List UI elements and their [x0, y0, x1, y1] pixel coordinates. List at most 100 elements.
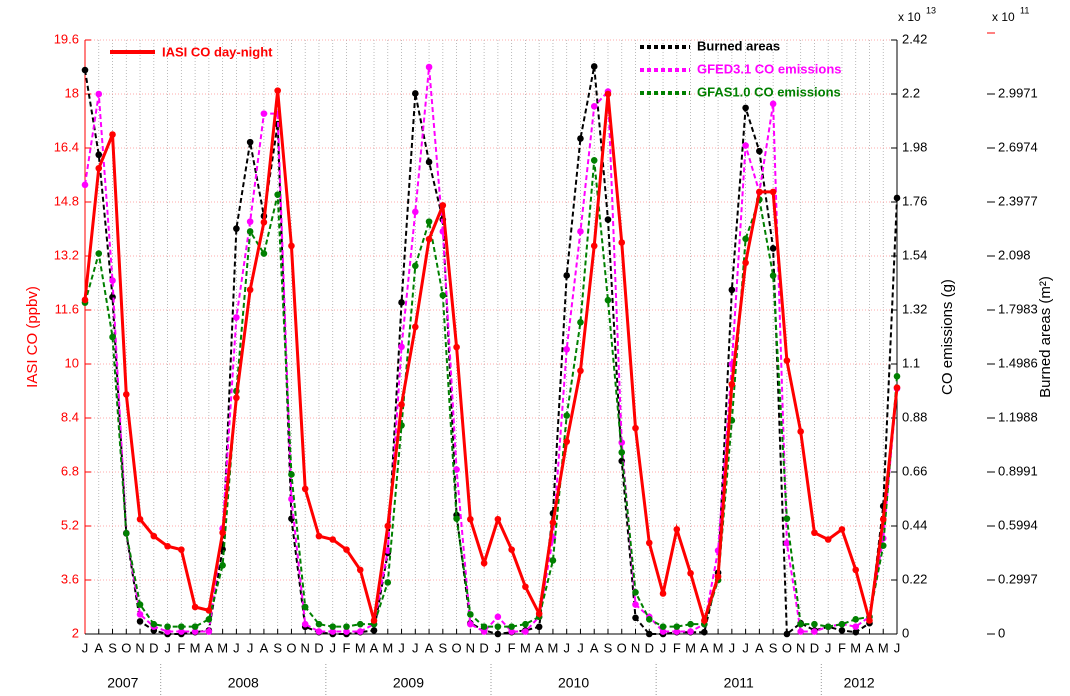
- series-marker: [563, 412, 570, 419]
- series-marker: [783, 539, 791, 547]
- legend-label: GFAS1.0 CO emissions: [697, 84, 841, 99]
- series-marker: [453, 515, 460, 522]
- series-marker: [797, 620, 804, 628]
- series-marker: [645, 539, 653, 547]
- x-tick-label: A: [425, 640, 434, 655]
- series-marker: [590, 156, 598, 164]
- series-marker: [577, 135, 584, 142]
- y-tick-label: 13.2: [54, 247, 79, 262]
- series-marker: [233, 225, 240, 232]
- series-line: [83, 90, 899, 626]
- series-marker: [122, 530, 130, 537]
- series-marker: [632, 614, 639, 622]
- series-marker: [246, 286, 254, 294]
- series-marker: [742, 235, 749, 243]
- series-marker: [494, 613, 502, 621]
- series-marker: [522, 583, 529, 591]
- series-marker: [893, 384, 901, 391]
- series-marker: [453, 466, 460, 473]
- series-marker: [233, 314, 240, 321]
- series-marker: [838, 627, 846, 634]
- y2-tick-label: 1.98: [902, 139, 927, 154]
- series-marker: [178, 546, 185, 553]
- series-marker: [274, 191, 281, 198]
- series-marker: [315, 532, 323, 540]
- series-marker: [632, 601, 639, 608]
- series-marker: [95, 250, 103, 257]
- y3-tick-label: 1.1988: [998, 409, 1038, 424]
- y-tick-label: 14.8: [54, 193, 79, 208]
- x-tick-label: J: [412, 640, 419, 655]
- series-marker: [783, 357, 791, 364]
- series-marker: [288, 242, 295, 250]
- series-marker: [604, 90, 612, 98]
- legend-label: GFED3.1 CO emissions: [697, 61, 842, 76]
- y2-multiplier: x 10: [898, 10, 921, 24]
- x-tick-label: M: [878, 640, 889, 655]
- y3-tick-label: 1.4986: [998, 355, 1038, 370]
- series-marker: [769, 272, 777, 279]
- x-tick-label: J: [82, 640, 89, 655]
- x-tick-label: M: [190, 640, 201, 655]
- x-tick-label: M: [548, 640, 559, 655]
- x-tick-label: S: [438, 640, 447, 655]
- series-marker: [742, 142, 749, 149]
- series-marker: [824, 623, 832, 630]
- y2-tick-label: 1.76: [902, 193, 927, 208]
- series-marker: [219, 529, 226, 537]
- series-marker: [329, 623, 337, 630]
- x-tick-label: O: [452, 640, 462, 655]
- series-marker: [852, 566, 860, 574]
- series-marker: [797, 428, 804, 435]
- series-marker: [701, 628, 708, 636]
- series-marker: [783, 630, 791, 638]
- y3-tick-label: 0.5994: [998, 517, 1038, 532]
- series-marker: [95, 151, 103, 159]
- y3-tick-label: 2.3977: [998, 193, 1038, 208]
- series-marker: [480, 623, 488, 630]
- x-tick-label: F: [673, 640, 681, 655]
- x-tick-label: F: [838, 640, 846, 655]
- x-tick-label: N: [135, 640, 144, 655]
- series-marker: [687, 628, 694, 635]
- series-marker: [425, 63, 433, 71]
- y2-tick-label: 0.88: [902, 409, 927, 424]
- x-tick-label: J: [398, 640, 405, 655]
- series-line: [84, 66, 898, 637]
- series-marker: [742, 104, 749, 112]
- series-marker: [879, 542, 887, 549]
- series-marker: [356, 620, 364, 628]
- series-marker: [879, 515, 887, 523]
- series-marker: [109, 131, 116, 138]
- series-marker: [260, 218, 268, 226]
- series-marker: [343, 546, 350, 553]
- y2-tick-label: 0.44: [902, 517, 927, 532]
- series-marker: [811, 529, 818, 537]
- series-marker: [467, 515, 474, 523]
- x-tick-label: F: [343, 640, 351, 655]
- series-marker: [687, 620, 694, 628]
- series-marker: [494, 623, 502, 630]
- x-tick-label: O: [286, 640, 296, 655]
- series-marker: [136, 611, 144, 618]
- x-tick-label: A: [865, 640, 874, 655]
- y2-tick-label: 1.1: [902, 355, 920, 370]
- x-tick-label: J: [495, 640, 502, 655]
- series-marker: [109, 333, 116, 341]
- x-tick-label: N: [631, 640, 640, 655]
- series-marker: [467, 620, 474, 628]
- x-tick-label: N: [796, 640, 805, 655]
- series-marker: [246, 138, 254, 146]
- series-marker: [315, 620, 323, 628]
- series-marker: [852, 623, 860, 630]
- x-tick-label: O: [782, 640, 792, 655]
- series-marker: [852, 628, 860, 636]
- series-marker: [701, 617, 708, 624]
- x-tick-label: J: [577, 640, 584, 655]
- series-marker: [301, 620, 309, 628]
- series-marker: [95, 164, 103, 172]
- y-tick-label: 18: [65, 85, 79, 100]
- year-label: 2009: [393, 675, 424, 691]
- series-marker: [769, 100, 777, 108]
